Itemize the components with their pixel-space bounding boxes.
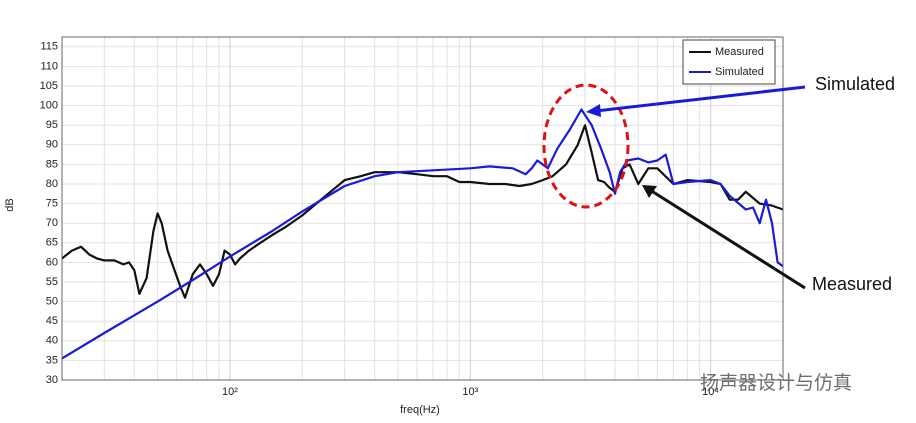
y-tick-label: 55 bbox=[46, 276, 58, 288]
y-tick-label: 40 bbox=[46, 335, 58, 347]
plot-border bbox=[61, 36, 784, 381]
y-tick-label: 75 bbox=[46, 198, 58, 210]
y-tick-label: 90 bbox=[46, 139, 58, 151]
arrow-head bbox=[642, 185, 657, 198]
y-tick-label: 85 bbox=[46, 158, 58, 170]
legend-label: Measured bbox=[715, 46, 764, 58]
y-tick-label: 95 bbox=[46, 119, 58, 131]
arrow-head bbox=[586, 104, 601, 117]
legend: Measured Simulated bbox=[682, 39, 776, 85]
callout-arrow bbox=[649, 188, 806, 290]
y-tick-label: 115 bbox=[40, 41, 58, 53]
y-tick-label: 100 bbox=[40, 100, 58, 112]
y-tick-label: 110 bbox=[40, 60, 58, 72]
y-tick-label: 50 bbox=[46, 296, 58, 308]
x-tick-label: 10² bbox=[222, 386, 238, 398]
x-tick-label: 10⁴ bbox=[702, 386, 719, 398]
series-line bbox=[61, 124, 784, 299]
y-tick-label: 80 bbox=[46, 178, 58, 190]
lines bbox=[61, 108, 784, 360]
annotation: Simulated bbox=[815, 74, 895, 94]
grid bbox=[62, 37, 783, 381]
x-axis-label: freq(Hz) bbox=[400, 404, 440, 416]
y-tick-label: 60 bbox=[46, 256, 58, 268]
y-tick-label: 65 bbox=[46, 237, 58, 249]
legend-label: Simulated bbox=[715, 66, 764, 78]
watermark: 扬声器设计与仿真 bbox=[700, 372, 852, 394]
x-tick-label: 10³ bbox=[462, 386, 478, 398]
legend-box bbox=[682, 39, 776, 85]
y-axis-label: dB bbox=[4, 198, 16, 211]
highlight-ellipse bbox=[542, 83, 630, 209]
callout-arrow bbox=[595, 85, 806, 113]
series-line bbox=[61, 108, 784, 360]
y-tick-label: 105 bbox=[40, 80, 58, 92]
annotation: Measured bbox=[812, 274, 892, 294]
plot-frame bbox=[61, 36, 784, 381]
y-tick-label: 70 bbox=[46, 217, 58, 229]
y-tick-label: 30 bbox=[46, 374, 58, 386]
y-tick-label: 35 bbox=[46, 354, 58, 366]
y-tick-label: 45 bbox=[46, 315, 58, 327]
